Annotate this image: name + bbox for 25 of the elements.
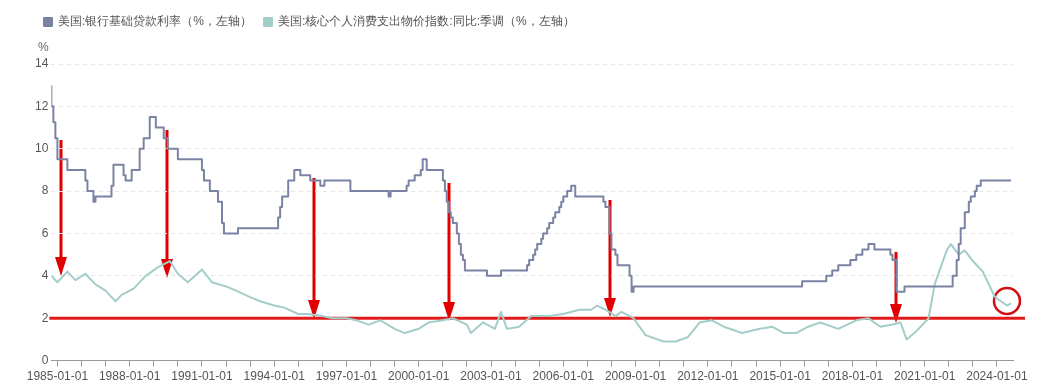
y-tick-label: 14: [34, 56, 49, 71]
y-axis-title: %: [38, 40, 50, 55]
y-tick-label: 8: [41, 183, 49, 198]
y-tick-label: 4: [41, 268, 49, 283]
x-tick-label: 2024-01-01: [966, 369, 1028, 384]
x-tick-label: 2021-01-01: [893, 369, 956, 384]
x-tick-label: 1991-01-01: [171, 369, 233, 384]
x-tick-label: 1988-01-01: [98, 369, 161, 384]
x-tick-label: 2009-01-01: [604, 369, 667, 384]
y-tick-label: 6: [41, 225, 49, 240]
x-tick-label: 1994-01-01: [243, 369, 306, 384]
x-tick-label: 1997-01-01: [315, 369, 378, 384]
x-tick-label: 2000-01-01: [388, 369, 450, 384]
legend-label: 美国:核心个人消费支出物价指数:同比:季调（%，左轴）: [278, 14, 575, 29]
y-tick-label: 10: [34, 141, 49, 156]
x-tick-label: 1985-01-01: [26, 369, 89, 384]
x-tick-label: 2018-01-01: [821, 369, 884, 384]
x-tick-label: 2003-01-01: [460, 369, 523, 384]
x-tick-label: 2012-01-01: [677, 369, 739, 384]
x-tick-label: 2006-01-01: [532, 369, 595, 384]
y-tick-label: 2: [41, 310, 49, 325]
x-tick-label: 2015-01-01: [749, 369, 812, 384]
y-tick-label: 0: [41, 352, 49, 367]
y-tick-label: 12: [34, 98, 49, 113]
legend-label: 美国:银行基础贷款利率（%，左轴）: [58, 14, 253, 29]
